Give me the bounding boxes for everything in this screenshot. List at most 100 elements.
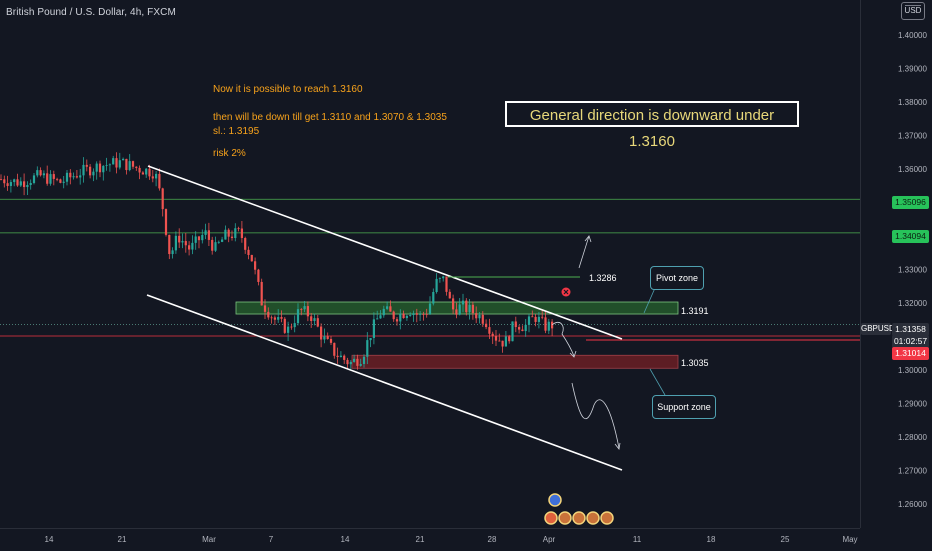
candle-body: [405, 315, 408, 319]
event-icon: [544, 511, 558, 525]
candle-body: [534, 316, 537, 322]
candle-body: [293, 323, 296, 328]
candle-body: [230, 236, 234, 239]
candle-body: [353, 358, 356, 362]
candle-body: [412, 313, 415, 316]
candle-body: [521, 329, 524, 332]
event-icon: [558, 511, 572, 525]
candle-body: [95, 163, 98, 172]
candle-body: [270, 317, 273, 319]
candle-body: [392, 311, 395, 320]
candle-body: [313, 318, 316, 321]
candle-body: [504, 336, 507, 347]
candle-body: [300, 309, 303, 310]
candle-body: [16, 179, 19, 186]
candle-body: [316, 318, 319, 327]
candle-body: [201, 234, 204, 241]
candle-body: [468, 304, 471, 313]
candle-body: [379, 315, 382, 319]
candle-body: [62, 181, 65, 183]
candle-body: [366, 340, 369, 357]
countdown-tag: 01:02:57: [892, 335, 929, 348]
candle-body: [343, 355, 346, 360]
candle-body: [227, 229, 230, 237]
candle-body: [204, 230, 207, 235]
candle-body: [131, 161, 135, 167]
level-label-1-3191: 1.3191: [681, 306, 709, 316]
candle-body: [541, 316, 544, 318]
candle-body: [491, 333, 494, 337]
candle-body: [39, 170, 42, 176]
candle-body: [234, 228, 237, 239]
candle-body: [544, 317, 547, 331]
candle-body: [112, 158, 115, 165]
event-icon: [586, 511, 600, 525]
candle-body: [461, 300, 465, 305]
candle-body: [36, 170, 39, 176]
currency-label[interactable]: USD: [901, 2, 925, 20]
candle-body: [537, 316, 540, 322]
candle-body: [46, 173, 49, 184]
note-stoploss: sl.: 1.3195: [213, 126, 260, 137]
x-tick-label: 11: [633, 535, 642, 544]
candle-body: [224, 229, 227, 240]
candle-body: [197, 236, 201, 241]
candle-body: [346, 359, 349, 365]
x-tick-label: 7: [269, 535, 274, 544]
candle-body: [488, 327, 491, 334]
candle-body: [475, 313, 478, 319]
candle-body: [92, 171, 95, 176]
candle-body: [85, 164, 88, 167]
channel-lower-line: [146, 294, 623, 471]
candle-body: [508, 336, 511, 342]
candle-body: [118, 160, 121, 168]
event-icon: [600, 511, 614, 525]
x-tick-label: 28: [488, 535, 497, 544]
candle-body: [102, 165, 105, 173]
x-tick-label: 25: [781, 535, 790, 544]
candle-body: [303, 306, 306, 310]
y-tick-label: 1.32000: [898, 299, 927, 308]
time-axis[interactable]: [0, 528, 860, 551]
candle-body: [442, 276, 445, 279]
arrow-down-path: [551, 321, 575, 357]
note-targets: then will be down till get 1.3110 and 1.…: [213, 112, 447, 123]
candle-body: [478, 314, 481, 319]
candle-body: [171, 250, 174, 255]
candle-body: [115, 158, 118, 168]
y-tick-label: 1.30000: [898, 366, 927, 375]
candle-body: [260, 281, 263, 306]
candle-body: [148, 168, 151, 177]
candle-body: [432, 291, 435, 304]
candle-body: [452, 298, 455, 310]
candle-body: [376, 318, 379, 320]
candle-body: [138, 167, 141, 173]
x-tick-label: 21: [416, 535, 425, 544]
y-tick-label: 1.28000: [898, 433, 927, 442]
x-tick-label: Apr: [543, 535, 556, 544]
candle-body: [128, 161, 131, 171]
candle-body: [254, 261, 257, 270]
forecast-path: [571, 382, 620, 449]
price-axis[interactable]: [860, 0, 932, 528]
candle-body: [181, 241, 184, 243]
candle-body: [122, 158, 125, 161]
candle-body: [6, 183, 9, 186]
candle-body: [263, 305, 267, 312]
pivot-zone-label: Pivot zone: [650, 266, 704, 290]
candle-body: [158, 173, 161, 189]
pivot-callout-line: [643, 287, 656, 314]
candle-body: [49, 174, 52, 184]
candle-body: [531, 316, 534, 318]
candle-body: [514, 321, 517, 328]
candle-body: [280, 317, 283, 319]
level-label-1-3035: 1.3035: [681, 358, 709, 368]
candle-body: [524, 324, 527, 332]
candle-body: [458, 304, 461, 315]
y-tick-label: 1.39000: [898, 65, 927, 74]
symbol-tag: GBPUSD: [861, 323, 895, 335]
candle-body: [419, 314, 422, 315]
drawings: [146, 165, 860, 525]
candle-body: [42, 173, 45, 176]
